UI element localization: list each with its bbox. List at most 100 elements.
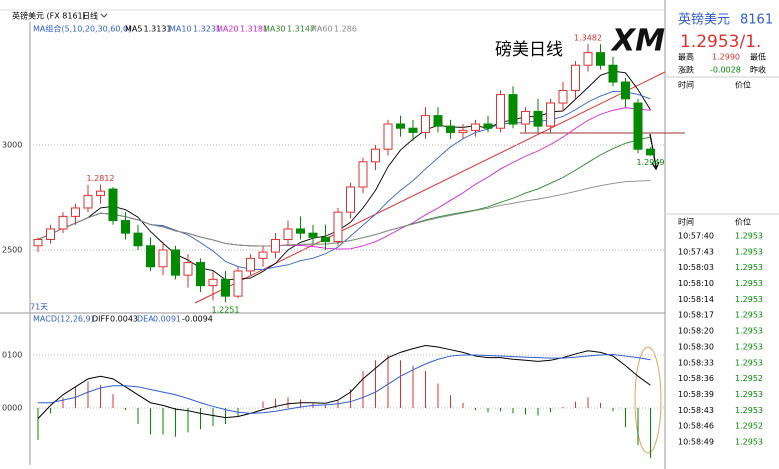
candle-body [208, 278, 218, 287]
candle-body [171, 249, 180, 276]
candle-body [358, 161, 368, 188]
prev-close-label: 昨收 [750, 65, 766, 75]
quote-name: 英镑美元 [678, 12, 730, 28]
trade-price: 1.2952 [735, 422, 763, 431]
period[interactable]: 日线 [82, 11, 98, 21]
trade-price: 1.2953 [735, 279, 763, 288]
change-value: -0.0028 [710, 66, 741, 75]
ma-legend-name: MA60 [310, 25, 333, 34]
trade-price: 1.2952 [735, 374, 763, 383]
candle-body [383, 123, 393, 150]
candle-body [646, 148, 655, 156]
y-tick-label: 3000 [2, 141, 22, 150]
ma-legend-name: MA20 [216, 25, 239, 34]
price-label: 1.2812 [87, 174, 115, 183]
low-label: 最低 [750, 52, 766, 62]
candle-body [346, 186, 355, 213]
ma-legend-name: MA30 [263, 25, 286, 34]
candle-body [96, 190, 105, 196]
candle-body [271, 238, 280, 253]
trade-price: 1.2953 [735, 406, 763, 415]
candle-body [258, 251, 268, 259]
trade-price: 1.2953 [735, 327, 763, 336]
ma-line [37, 180, 651, 247]
candle-body [546, 102, 555, 127]
candle-body [33, 238, 43, 247]
diff-name: DIFF [92, 315, 110, 324]
trade-time: 10:58:20 [678, 327, 714, 336]
dea-name: DEA [137, 315, 154, 324]
macd-value: -0.0094 [182, 315, 213, 324]
candle-body [121, 220, 130, 234]
candle-body [46, 228, 55, 240]
high-value: 1.2990 [712, 53, 740, 62]
candle-body [621, 81, 630, 100]
candle-body [321, 236, 330, 243]
quote-code: 8161 [740, 13, 773, 28]
candle-body [283, 228, 293, 240]
candle-body [146, 245, 155, 268]
highlight-ellipse [634, 346, 662, 454]
dea-line [38, 353, 651, 414]
symbol[interactable]: 英镑美元 (FX 8161) [12, 11, 86, 21]
macd-tick-label: 0100 [2, 351, 22, 360]
ma-legend-value: 1.3181 [240, 25, 268, 34]
trade-time: 10:58:46 [678, 422, 714, 431]
dropdown-arrow[interactable] [100, 13, 108, 18]
trade-time: 10:58:43 [678, 406, 714, 415]
candle-body [458, 129, 468, 133]
trades-time-header: 时间 [678, 217, 694, 227]
candle-body [583, 52, 593, 66]
annotation: 磅美日线 [495, 40, 563, 60]
candle-body [558, 89, 568, 104]
trade-price: 1.2953 [735, 390, 763, 399]
trade-price: 1.2953 [735, 311, 763, 320]
quote-price: 1.2953/1. [680, 32, 761, 52]
candle-body [83, 194, 93, 209]
ma-legend-name: MA10 [169, 25, 192, 34]
ma-legend-value: 1.286 [334, 25, 357, 34]
candle-body [221, 278, 230, 297]
candle-body [408, 127, 418, 133]
candle-body [58, 215, 68, 230]
price-label: 1.2251 [212, 306, 240, 315]
trade-time: 10:58:33 [678, 358, 714, 367]
trade-time: 10:58:36 [678, 374, 714, 383]
candle-body [433, 115, 443, 127]
quote-panel: 英镑美元 8161 1.2953/1. 最高 1.2990 最低 涨跌 -0.0… [665, 12, 779, 227]
trade-price: 1.2953 [735, 358, 763, 367]
trade-price: 1.2953 [735, 438, 763, 447]
trades-price-header: 价位 [735, 217, 751, 227]
ma-legend-value: 1.3147 [287, 25, 315, 34]
candle-body [396, 123, 405, 129]
ma-legend-name: MA5 [125, 25, 142, 34]
footer-note: 71天 [30, 303, 48, 312]
diff-line [37, 344, 651, 419]
trade-time: 10:58:30 [678, 342, 714, 351]
macd-tick-label: 0000 [2, 404, 22, 413]
candle-body [246, 257, 255, 272]
trade-price: 1.2953 [735, 342, 763, 351]
logo: XM [610, 24, 665, 59]
trade-time: 10:58:39 [678, 390, 714, 399]
price-label: 1.3482 [574, 33, 602, 42]
price-label: 1.2949 [637, 158, 665, 167]
ma-legend-value: 1.3231 [193, 25, 221, 34]
y-tick-label: 2500 [2, 245, 22, 254]
trade-time: 10:58:14 [678, 295, 714, 304]
candle-body [508, 94, 518, 125]
candle-body [483, 123, 493, 129]
candle-body [608, 64, 618, 83]
change-label: 涨跌 [678, 65, 694, 75]
candle-body [133, 232, 143, 247]
candle-body [333, 211, 343, 243]
trade-price: 1.2953 [735, 247, 763, 256]
diff-value: 0.0043 [110, 315, 138, 324]
time-header: 时间 [678, 80, 694, 90]
macd-title: MACD(12,26,9) [33, 315, 94, 324]
candle-body [108, 188, 118, 222]
trade-time: 10:57:43 [678, 247, 714, 256]
candle-body [196, 262, 205, 287]
